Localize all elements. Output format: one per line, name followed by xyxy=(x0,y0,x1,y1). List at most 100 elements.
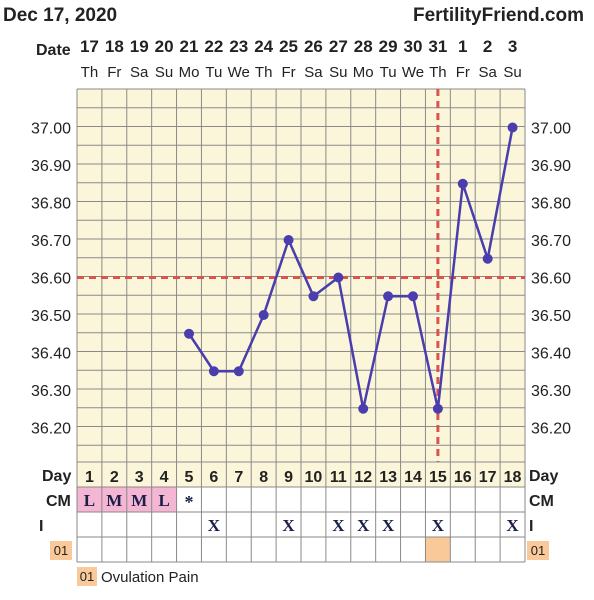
cm-cell xyxy=(400,487,426,512)
weekday-label: Sa xyxy=(304,64,323,81)
weekday-label: Mo xyxy=(353,64,374,81)
weekday-label: Fr xyxy=(456,64,470,81)
cm-cell xyxy=(500,487,525,512)
cm-cell xyxy=(226,487,252,512)
custom-cell xyxy=(475,537,501,562)
i-cell xyxy=(77,512,102,537)
date-label: 26 xyxy=(304,37,323,56)
temperature-point xyxy=(507,122,518,133)
day-cell xyxy=(400,462,426,487)
date-label: 23 xyxy=(229,37,248,56)
y-tick-label-right: 36.80 xyxy=(531,196,571,213)
custom-row-code-right: 01 xyxy=(531,543,545,558)
date-label: 27 xyxy=(329,37,348,56)
i-cell xyxy=(251,512,277,537)
custom-cell xyxy=(176,537,202,562)
y-tick-label-left: 36.90 xyxy=(31,158,71,175)
temperature-point xyxy=(432,403,443,414)
cycle-day-label: 7 xyxy=(234,469,243,486)
i-cell xyxy=(375,512,401,537)
cm-row-label: CM xyxy=(46,493,71,510)
custom-cell xyxy=(350,537,376,562)
y-tick-label-right: 37.00 xyxy=(531,121,571,138)
cycle-day-label: 14 xyxy=(404,469,422,486)
legend-swatch xyxy=(77,567,97,586)
date-label: 20 xyxy=(155,37,174,56)
temperature-point xyxy=(383,291,394,302)
cm-cell xyxy=(301,487,326,512)
custom-cell xyxy=(126,537,152,562)
custom-cell xyxy=(450,537,476,562)
i-cell xyxy=(325,512,351,537)
temperature-point xyxy=(233,366,244,377)
intercourse-mark: X xyxy=(382,516,395,535)
cycle-day-label: 2 xyxy=(110,469,119,486)
day-cell xyxy=(276,462,301,487)
y-tick-label-left: 36.60 xyxy=(31,271,71,288)
cm-cell xyxy=(475,487,501,512)
date-row-label: Date xyxy=(36,42,71,59)
cycle-day-label: 9 xyxy=(284,469,293,486)
day-cell xyxy=(375,462,401,487)
temperature-point xyxy=(408,291,418,302)
i-cell xyxy=(276,512,301,537)
date-label: 30 xyxy=(404,37,423,56)
custom-cell xyxy=(201,537,227,562)
day-cell xyxy=(475,462,501,487)
temperature-point xyxy=(258,310,269,320)
weekday-label: Th xyxy=(429,64,447,81)
cm-mark: L xyxy=(158,491,169,510)
custom-row-badge-left xyxy=(50,541,72,560)
weekday-label: Th xyxy=(81,64,99,81)
weekday-label: Sa xyxy=(478,64,497,81)
date-label: 29 xyxy=(379,37,398,56)
cm-mark: M xyxy=(106,491,122,510)
weekday-label: Sa xyxy=(130,64,149,81)
cycle-day-label: 13 xyxy=(379,469,397,486)
cm-cell xyxy=(201,487,227,512)
day-cell xyxy=(500,462,525,487)
cycle-day-label: 15 xyxy=(429,469,447,486)
intercourse-mark: X xyxy=(282,516,295,535)
day-cell xyxy=(126,462,152,487)
i-cell xyxy=(151,512,177,537)
cm-cell xyxy=(151,487,177,512)
y-tick-label-right: 36.50 xyxy=(531,308,571,325)
date-label: 17 xyxy=(80,37,99,56)
brand-name: FertilityFriend.com xyxy=(413,5,584,26)
y-axis-labels: 37.00 37.00 36.90 36.90 36.80 36.80 36.70 36.70… xyxy=(31,121,571,438)
i-cell xyxy=(475,512,501,537)
cycle-day-label: 5 xyxy=(185,469,194,486)
cycle-day-label: 8 xyxy=(259,469,268,486)
date-label: 31 xyxy=(428,37,447,56)
custom-cell xyxy=(276,537,301,562)
cm-cell xyxy=(375,487,401,512)
custom-cell xyxy=(500,537,525,562)
day-cell xyxy=(425,462,451,487)
i-row-label: I xyxy=(39,518,43,535)
day-cell xyxy=(226,462,252,487)
cm-mark: * xyxy=(185,492,194,512)
cycle-day-label: 10 xyxy=(305,469,323,486)
day-row-label-right: Day xyxy=(529,468,558,485)
date-label: 25 xyxy=(279,37,298,56)
temperature-point xyxy=(184,328,194,339)
day-cell xyxy=(77,462,102,487)
cm-cell xyxy=(350,487,376,512)
day-cell xyxy=(450,462,476,487)
weekday-label: Tu xyxy=(205,64,222,81)
weekday-label: Su xyxy=(155,64,173,81)
i-cell xyxy=(350,512,376,537)
y-tick-label-right: 36.70 xyxy=(531,233,571,250)
chart-grid xyxy=(76,88,526,462)
i-cell xyxy=(500,512,525,537)
weekday-label: Tu xyxy=(380,64,397,81)
date-label: 22 xyxy=(204,37,223,56)
intercourse-mark: X xyxy=(332,516,345,535)
day-cell xyxy=(350,462,376,487)
day-cell xyxy=(101,462,127,487)
y-tick-label-right: 36.20 xyxy=(531,421,571,438)
date-label: 28 xyxy=(354,37,373,56)
date-label: 21 xyxy=(180,37,199,56)
custom-cell xyxy=(77,537,102,562)
